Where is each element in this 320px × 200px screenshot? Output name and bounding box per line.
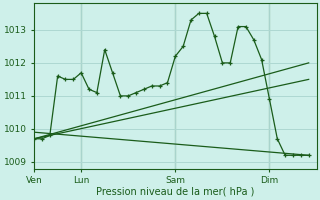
- X-axis label: Pression niveau de la mer( hPa ): Pression niveau de la mer( hPa ): [96, 187, 254, 197]
